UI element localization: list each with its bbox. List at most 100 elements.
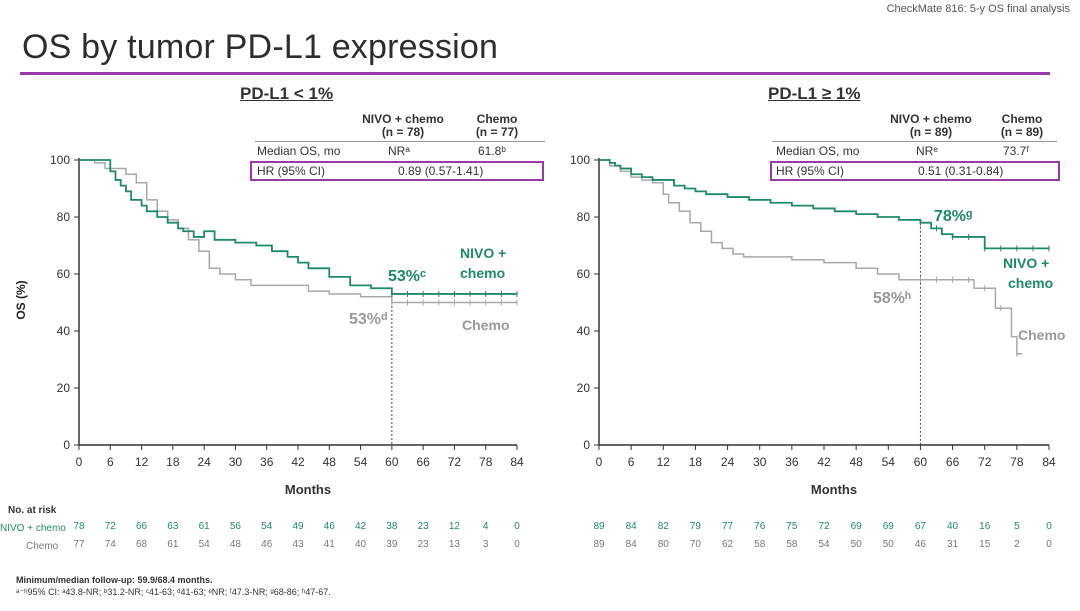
hr-box-left [250,161,544,181]
col-nivo-n-left: (n = 78) [381,125,425,139]
x-tick-label-right: 66 [946,455,960,469]
risk-nivo-right: 82 [658,521,670,532]
chemo-series-label-right: Chemo [1018,327,1065,343]
footnote-followup: Minimum/median follow-up: 59.9/68.4 mont… [16,575,213,585]
y-tick-label-right: 40 [577,324,591,338]
footnote-ci: ᵃ⁻ʰ95% CI: ᵃ43.8-NR; ᵇ31.2-NR; ᶜ41-63; ᵈ… [16,587,331,597]
panel-title-right: PD-L1 ≥ 1% [768,84,861,103]
col-chemo-n-right: (n = 89) [1000,125,1044,139]
x-tick-label-left: 84 [510,455,524,469]
chemo-milestone-label-left: 53%ᵈ [349,311,387,328]
risk-nivo-right: 0 [1046,521,1052,532]
nivo-curve-right [599,159,1049,250]
x-tick-label-left: 12 [135,455,149,469]
risk-chemo-right: 89 [593,539,605,550]
col-nivo-label-left: NIVO + chemo [362,112,444,126]
median-label-left: Median OS, mo [257,144,341,158]
nivo-series-label2-right: chemo [1008,275,1053,291]
risk-nivo-right: 67 [915,521,927,532]
x-tick-label-left: 30 [229,455,243,469]
risk-chemo-left: 39 [386,539,398,550]
table-rule-right [772,141,1057,142]
x-tick-label-right: 48 [849,455,863,469]
risk-nivo-left: 12 [449,521,461,532]
risk-chemo-left: 68 [136,539,148,550]
title-divider [20,72,1050,75]
risk-chemo-left: 74 [105,539,117,550]
x-tick-label-right: 84 [1042,455,1056,469]
risk-nivo-left: 23 [418,521,430,532]
risk-nivo-left: 38 [386,521,398,532]
risk-chemo-left: 48 [230,539,242,550]
x-tick-label-left: 66 [416,455,430,469]
y-tick-label-left: 80 [57,210,71,224]
table-rule-left [255,141,545,142]
x-tick-label-left: 36 [260,455,274,469]
risk-heading: No. at risk [8,505,57,516]
x-tick-label-right: 60 [914,455,928,469]
x-tick-label-right: 30 [753,455,767,469]
nivo-milestone-label-right: 78%ᵍ [934,208,972,225]
chemo-curve-right [599,159,1023,355]
x-tick-label-right: 36 [785,455,799,469]
risk-chemo-right: 15 [979,539,991,550]
col-chemo-label-right: Chemo [1001,112,1043,126]
x-tick-label-left: 48 [323,455,337,469]
risk-nivo-right: 89 [593,521,605,532]
chemo-series-label-left: Chemo [462,317,509,333]
x-tick-label-left: 42 [291,455,305,469]
risk-chemo-left: 77 [73,539,85,550]
risk-chemo-left: 0 [514,539,520,550]
nivo-series-label-left: NIVO + [460,245,506,261]
col-header-nivo-left: NIVO + chemo (n = 78) [348,113,458,139]
risk-nivo-right: 79 [690,521,702,532]
risk-nivo-right: 5 [1014,521,1020,532]
risk-nivo-right: 77 [722,521,734,532]
y-tick-label-left: 0 [63,438,70,452]
risk-nivo-left: 54 [261,521,273,532]
nivo-series-label-right: NIVO + [1003,255,1049,271]
x-axis-title-right: Months [811,482,857,497]
x-tick-label-left: 78 [479,455,493,469]
x-tick-label-left: 60 [385,455,399,469]
risk-nivo-right: 69 [851,521,863,532]
x-tick-label-left: 72 [448,455,462,469]
col-header-nivo-right: NIVO + chemo (n = 89) [876,113,986,139]
median-label-right: Median OS, mo [776,144,860,158]
risk-nivo-right: 76 [754,521,766,532]
risk-chemo-right: 50 [883,539,895,550]
risk-chemo-left: 46 [261,539,273,550]
risk-chemo-left: 3 [483,539,489,550]
risk-nivo-left: 56 [230,521,242,532]
y-tick-label-left: 60 [57,267,71,281]
risk-chemo-right: 84 [626,539,638,550]
risk-chemo-right: 62 [722,539,734,550]
col-header-chemo-right: Chemo (n = 89) [990,113,1054,139]
risk-chemo-left: 40 [355,539,367,550]
x-tick-label-right: 0 [596,455,603,469]
risk-nivo-right: 69 [883,521,895,532]
risk-chemo-right: 58 [786,539,798,550]
risk-nivo-left: 0 [514,521,520,532]
col-chemo-label-left: Chemo [476,112,518,126]
risk-nivo-right: 84 [626,521,638,532]
risk-chemo-right: 70 [690,539,702,550]
x-tick-label-left: 18 [166,455,180,469]
risk-chemo-right: 58 [754,539,766,550]
col-nivo-label-right: NIVO + chemo [890,112,972,126]
y-tick-label-left: 20 [57,381,71,395]
x-tick-label-right: 54 [882,455,896,469]
risk-nivo-left: 72 [105,521,117,532]
chemo-curve-left [79,159,517,304]
risk-chemo-left: 54 [199,539,211,550]
risk-chemo-right: 80 [658,539,670,550]
study-tag: CheckMate 816: 5-y OS final analysis [886,3,1070,15]
risk-nivo-left: 46 [324,521,336,532]
x-tick-label-right: 6 [628,455,635,469]
y-tick-label-right: 100 [570,153,590,167]
x-tick-label-right: 42 [817,455,831,469]
hr-value-right: 0.51 (0.31-0.84) [918,164,1004,178]
hr-label-left: HR (95% CI) [257,164,326,178]
x-tick-label-right: 72 [978,455,992,469]
